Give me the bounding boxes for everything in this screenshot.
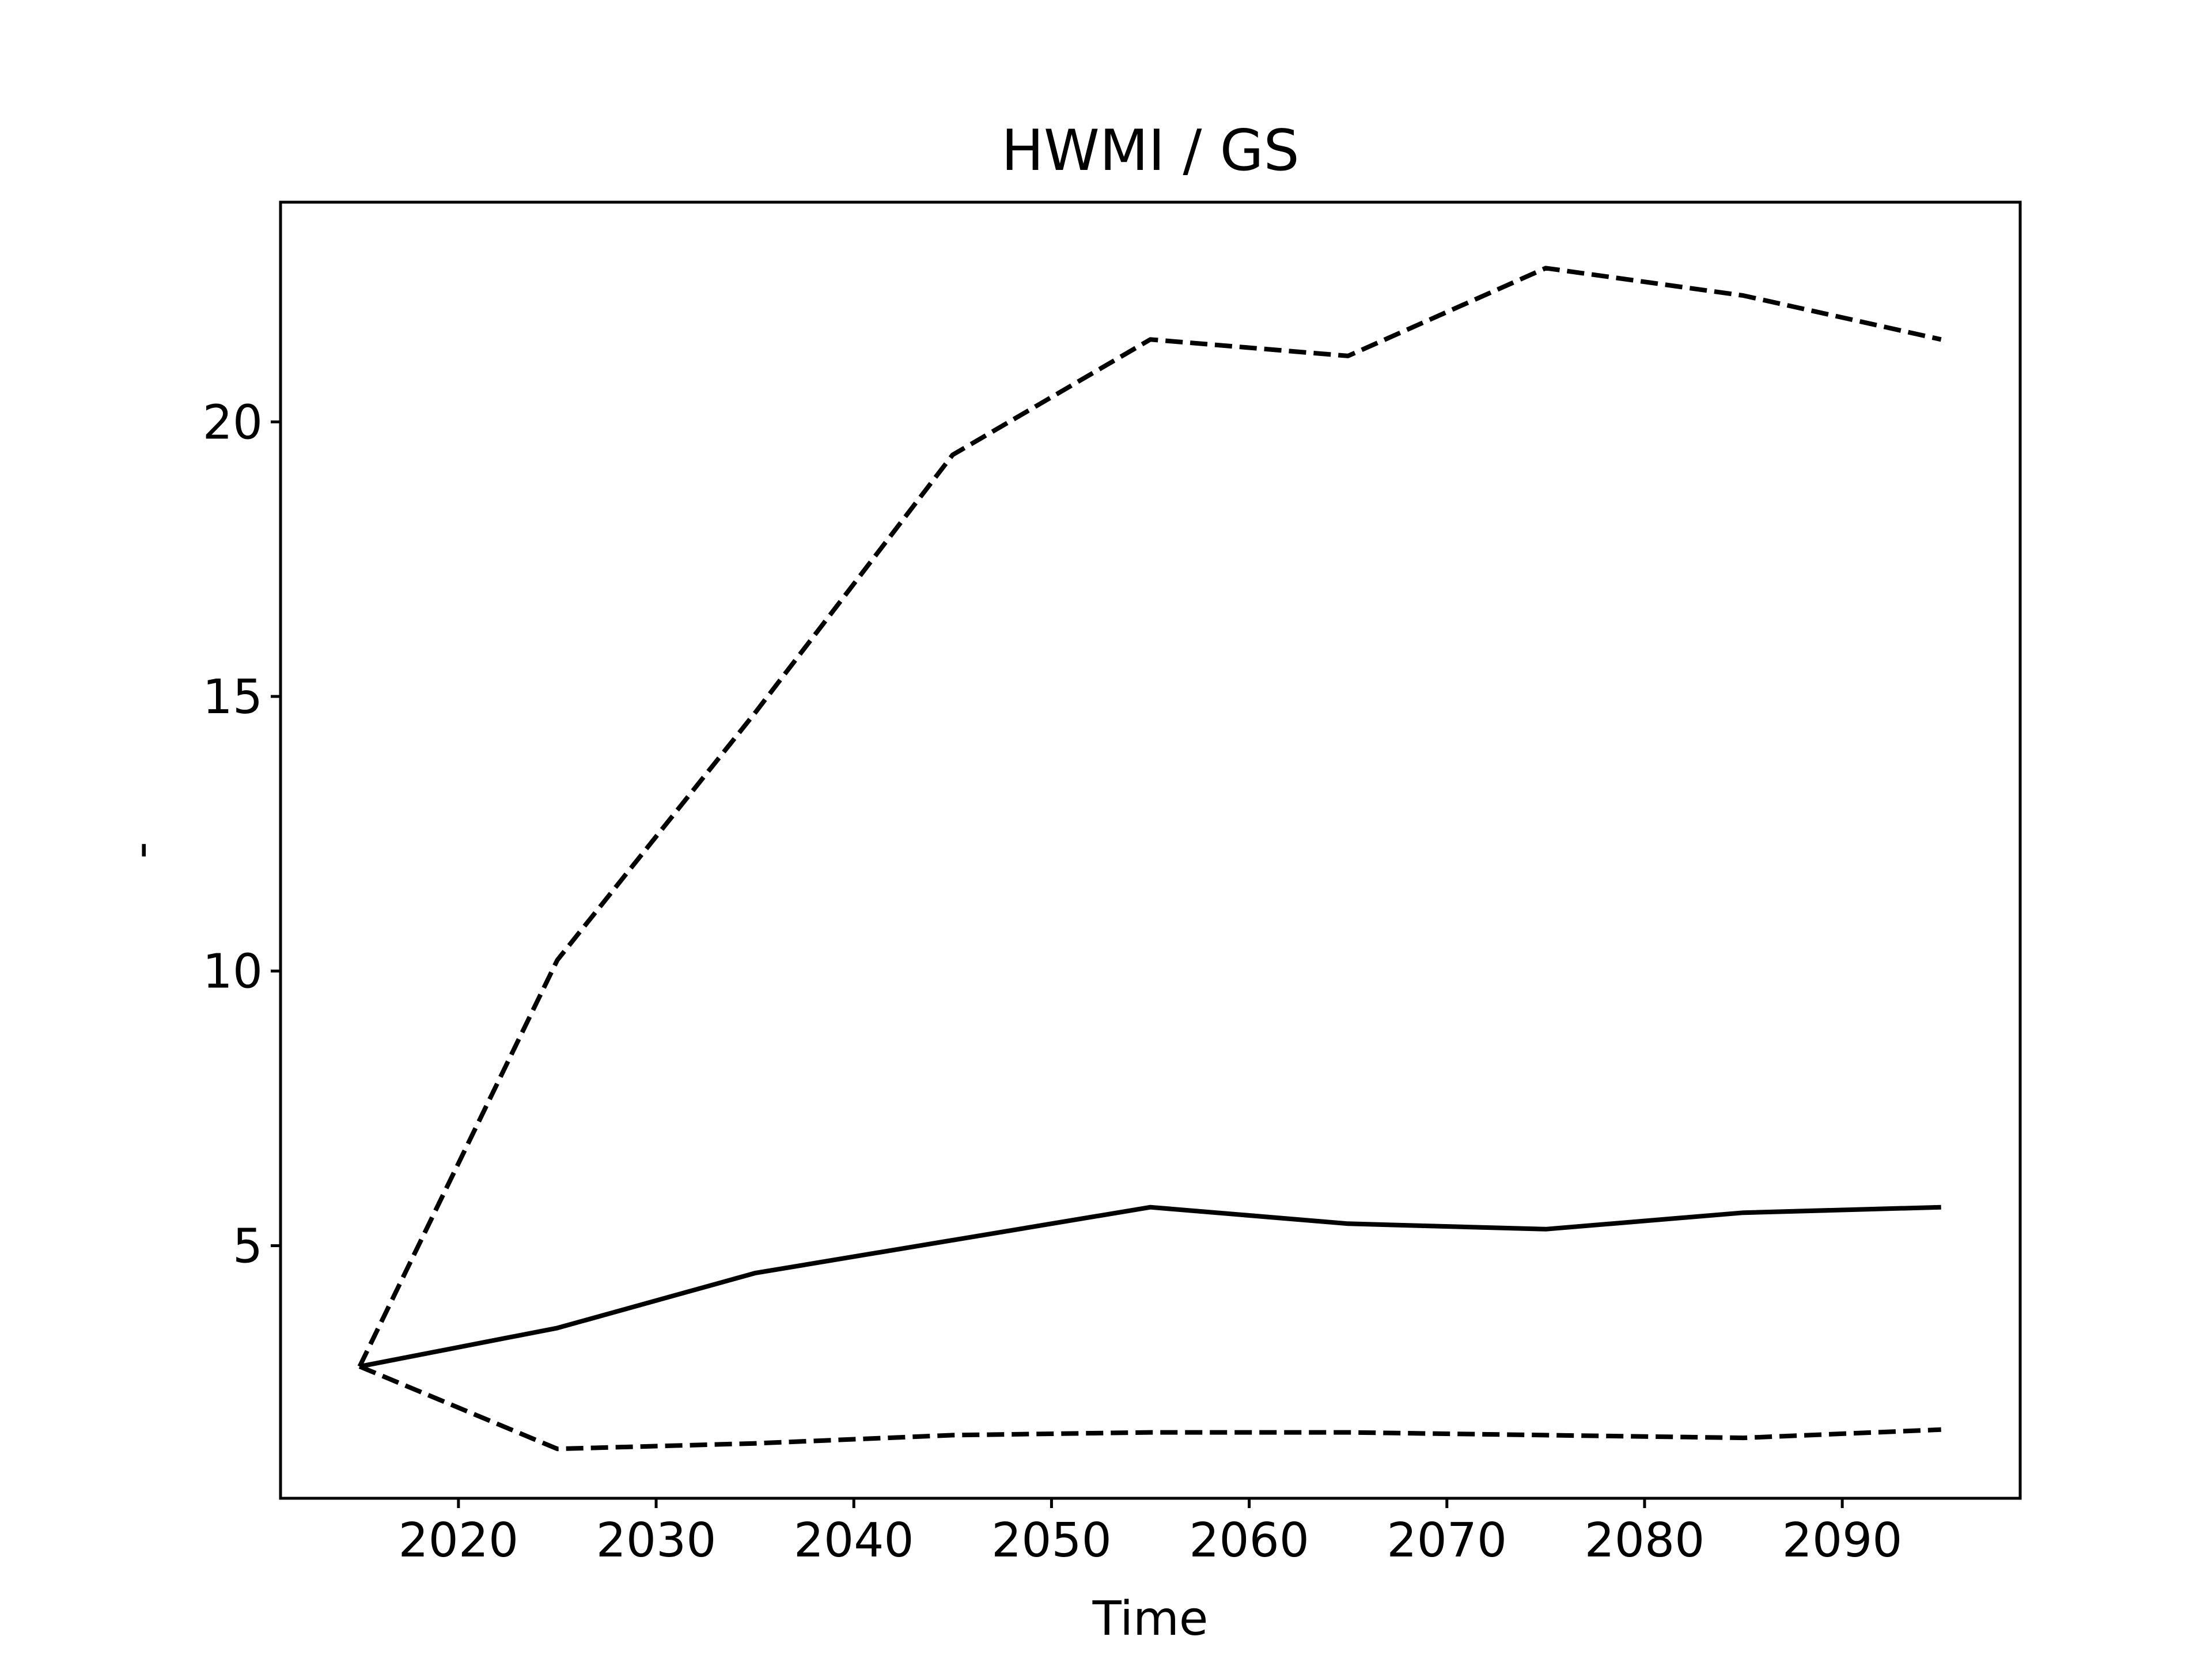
x-tick-label: 2020 (399, 1513, 519, 1568)
series-line-1 (357, 266, 1942, 1368)
series-line-3 (358, 1364, 1941, 1452)
x-tick-label: 2070 (1387, 1513, 1507, 1568)
y-tick-label: 5 (233, 1219, 263, 1274)
x-tick-label: 2060 (1189, 1513, 1309, 1568)
x-tick-label: 2040 (794, 1513, 914, 1568)
ticks-layer: 2020 2030 2040 2050 2060 2070 2080 2090 5 10 15 20 (203, 395, 1903, 1568)
x-tick-label: 2030 (596, 1513, 717, 1568)
x-axis-label: Time (1092, 1592, 1209, 1646)
y-tick-label: 10 (203, 945, 263, 999)
x-tick-label: 2090 (1782, 1513, 1903, 1568)
y-axis-label: - (113, 842, 168, 859)
x-tick-label: 2050 (991, 1513, 1112, 1568)
y-tick-label: 15 (203, 670, 263, 725)
series-line-2 (359, 1205, 1941, 1369)
y-tick-label: 20 (203, 395, 263, 450)
series-layer (357, 266, 1942, 1452)
x-tick-label: 2080 (1585, 1513, 1705, 1568)
chart-title: HWMI / GS (1001, 118, 1300, 184)
plot-frame (279, 200, 2022, 1500)
